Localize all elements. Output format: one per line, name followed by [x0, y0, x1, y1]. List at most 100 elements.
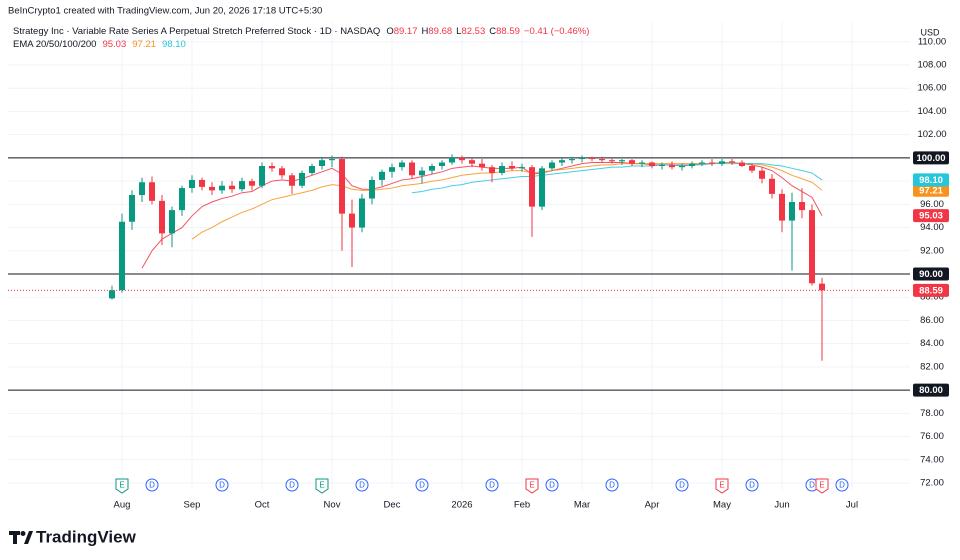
ema-name: EMA 20/50/100/200 — [13, 39, 97, 50]
candle-body — [249, 181, 255, 186]
y-tick-label: 88.00 — [920, 292, 944, 303]
ema-line — [191, 162, 823, 240]
price-tag — [913, 183, 949, 197]
y-tick-label: 104.00 — [917, 106, 946, 117]
candle-body — [449, 157, 455, 163]
candle-body — [439, 162, 445, 166]
candle-body — [639, 162, 645, 164]
event-label: D — [609, 481, 615, 490]
event-label: D — [289, 481, 295, 490]
candle-body — [119, 221, 125, 291]
candle-body — [169, 210, 175, 234]
candle-body — [209, 186, 215, 191]
candle-body — [509, 166, 515, 169]
candle-body — [549, 162, 555, 169]
candle-body — [539, 168, 545, 207]
candle-body — [569, 159, 575, 161]
candle-body — [719, 161, 725, 164]
candle-body — [689, 163, 695, 166]
candle-body — [269, 166, 275, 169]
candle-body — [669, 164, 675, 168]
quote-item: O89.17 — [386, 26, 417, 37]
y-tick-label: 82.00 — [920, 361, 944, 372]
header-line: Strategy Inc · Variable Rate Series A Pe… — [13, 26, 589, 37]
quote-value: 89.68 — [428, 26, 453, 37]
event-label: E — [819, 481, 824, 490]
y-tick-label: 94.00 — [920, 222, 944, 233]
event-marker — [145, 478, 159, 492]
title: Strategy Inc · Variable Rate Series A Pe… — [13, 26, 381, 37]
x-tick-label: Oct — [255, 500, 270, 511]
candle-body — [679, 166, 685, 168]
candle-body — [799, 202, 805, 211]
event-label: E — [719, 481, 724, 490]
y-tick-label: 108.00 — [917, 59, 946, 70]
candle-body — [659, 164, 665, 166]
candle-body — [729, 161, 735, 163]
quote-key: C — [489, 26, 497, 37]
event-marker — [525, 478, 539, 494]
candle-body — [709, 162, 715, 164]
candle-body — [179, 188, 185, 211]
y-tick-label: 74.00 — [920, 454, 944, 465]
price-tag-label: 95.03 — [919, 211, 943, 222]
event-marker — [815, 478, 829, 494]
price-tag-label: 80.00 — [919, 385, 943, 396]
x-tick-label: Feb — [514, 500, 530, 511]
x-tick-label: 2026 — [451, 500, 472, 511]
y-tick-label: 84.00 — [920, 338, 944, 349]
ema-value: 95.03 — [102, 39, 127, 50]
price-tag — [913, 283, 949, 297]
x-tick-label: Dec — [384, 500, 401, 511]
candle-body — [589, 157, 595, 160]
y-tick-label: 72.00 — [920, 478, 944, 489]
candle-body — [399, 162, 405, 168]
quote-key: O — [386, 26, 394, 37]
price-tag-label: 97.21 — [919, 185, 943, 196]
y-tick-label: 78.00 — [920, 408, 944, 419]
x-tick-label: Jul — [846, 500, 858, 511]
candle-body — [349, 213, 355, 228]
candle-body — [809, 210, 815, 284]
candle-body — [369, 179, 375, 199]
candle-body — [279, 168, 285, 176]
x-tick-label: Sep — [184, 500, 201, 511]
candle-body — [579, 157, 585, 160]
event-marker — [485, 478, 499, 492]
grid — [8, 22, 910, 490]
event-label: D — [679, 481, 685, 490]
ema-value: 97.21 — [132, 39, 157, 50]
event-marker — [285, 478, 299, 492]
candle-body — [239, 181, 245, 190]
ema-line — [141, 162, 823, 269]
candle-body — [629, 160, 635, 164]
event-label: D — [219, 481, 225, 490]
candle-body — [749, 166, 755, 171]
event-label: D — [839, 481, 845, 490]
candle-body — [459, 157, 465, 161]
event-marker — [415, 478, 429, 492]
currency: USD — [920, 27, 940, 37]
quote-value: 89.17 — [393, 26, 418, 37]
y-tick-label: 76.00 — [920, 431, 944, 442]
price-tag-label: 98.10 — [919, 175, 943, 186]
y-tick-label: 86.00 — [920, 315, 944, 326]
candle-body — [739, 162, 745, 166]
event-marker — [545, 478, 559, 492]
candle-body — [129, 195, 135, 222]
event-label: D — [419, 481, 425, 490]
ema-legend: EMA 20/50/100/200 95.03 97.21 98.10 — [13, 39, 186, 50]
event-marker — [355, 478, 369, 492]
event-label: E — [119, 481, 124, 490]
candle-body — [319, 160, 325, 166]
brand-logo — [9, 531, 33, 544]
candle-body — [419, 170, 425, 176]
candle-body — [149, 182, 155, 201]
y-tick-label: 92.00 — [920, 245, 944, 256]
candle-body — [519, 167, 525, 169]
candle-body — [389, 167, 395, 172]
candle-body — [379, 171, 385, 180]
candle-body — [779, 193, 785, 221]
price-tag-label: 100.00 — [916, 153, 945, 164]
price-tag — [913, 151, 949, 165]
